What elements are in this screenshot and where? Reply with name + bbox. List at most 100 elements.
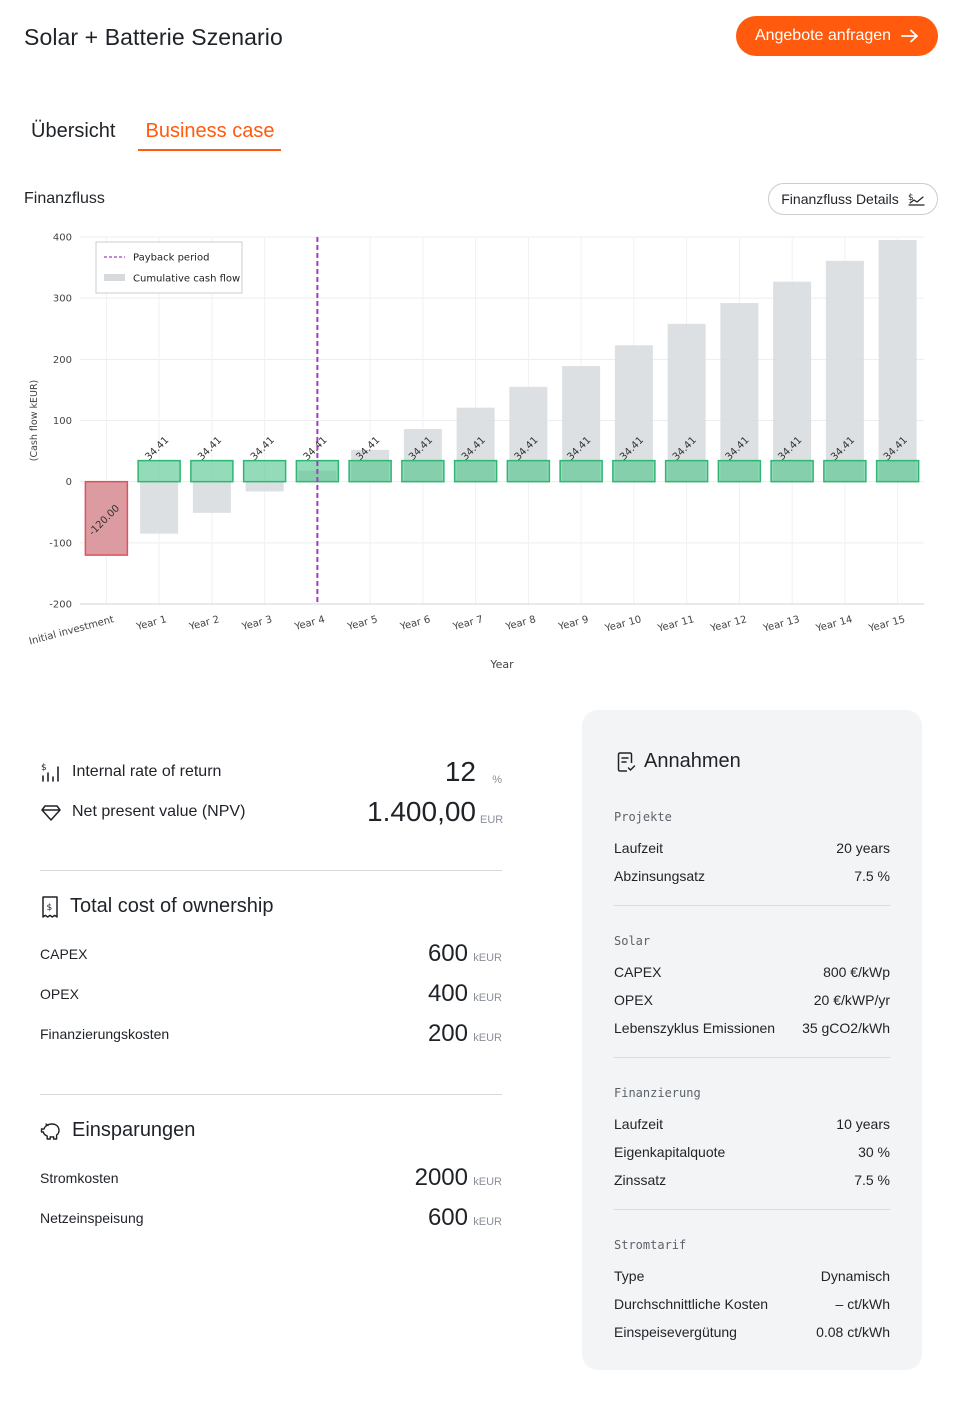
npv-unit: EUR	[480, 814, 504, 826]
cumulative-bar	[614, 345, 653, 482]
tco-opex-unit: kEUR	[473, 992, 502, 1004]
y-tick-label: 100	[53, 416, 72, 427]
divider	[614, 1209, 890, 1210]
cashflow-details-button[interactable]: Finanzfluss Details $	[768, 183, 938, 215]
assumption-row: Durchschnittliche Kosten – ct/kWh	[614, 1290, 890, 1318]
cumulative-bar	[825, 260, 864, 482]
group-title: Solar	[614, 934, 651, 948]
savings-power-label: Stromkosten	[40, 1170, 119, 1186]
cashflow-bar	[137, 459, 181, 483]
legend-cumulative-label: Cumulative cash flow	[133, 274, 240, 285]
tco-capex-label: CAPEX	[40, 946, 88, 962]
arrow-right-icon	[901, 29, 918, 43]
tco-opex-value: 400	[427, 980, 468, 1007]
receipt-icon: $	[42, 895, 58, 918]
tco-capex-row: CAPEX 600 kEUR	[40, 934, 502, 974]
dollar-trend-icon: $	[908, 193, 925, 206]
assumptions-panel: Annahmen Projekte Laufzeit 20 years Abzin…	[582, 710, 922, 1370]
group-projekte: Projekte Laufzeit 20 years Abzinsungsatz 7…	[614, 810, 890, 890]
assumption-value: Dynamisch	[820, 1268, 890, 1284]
savings-feedin-unit: kEUR	[473, 1216, 502, 1228]
group-finanzierung: Finanzierung Laufzeit 10 years Eigenkapit…	[614, 1086, 890, 1194]
tab-business-case[interactable]: Business case	[138, 112, 282, 151]
x-axis-title: Year	[489, 658, 514, 671]
y-tick-label: 400	[53, 233, 72, 244]
legend-payback-label: Payback period	[133, 253, 209, 264]
assumption-row: Eigenkapitalquote 30 %	[614, 1138, 890, 1166]
assumption-value: 800 €/kWp	[823, 964, 890, 980]
assumption-row: OPEX 20 €/kWP/yr	[614, 986, 890, 1014]
cumulative-bar	[720, 303, 759, 482]
tco-financing-value: 200	[427, 1020, 468, 1047]
savings-title-text: Einsparungen	[72, 1119, 196, 1141]
assumption-key: Laufzeit	[614, 840, 664, 856]
cashflow-bar	[401, 459, 445, 483]
y-tick-label: 200	[53, 355, 72, 366]
tco-title-text: Total cost of ownership	[70, 895, 274, 917]
metrics-summary: $ Internal rate of return 12 % Net prese…	[40, 752, 504, 832]
tco-opex-label: OPEX	[40, 986, 79, 1002]
assumption-key: CAPEX	[614, 964, 662, 980]
assumption-value: – ct/kWh	[835, 1296, 890, 1312]
group-solar: Solar CAPEX 800 €/kWp OPEX 20 €/kWP/yr Leb…	[614, 934, 890, 1042]
request-offers-label: Angebote anfragen	[754, 27, 892, 44]
assumption-value: 20 years	[836, 840, 890, 856]
divider	[614, 1057, 890, 1058]
assumption-row: Type Dynamisch	[614, 1262, 890, 1290]
npv-label: Net present value (NPV)	[72, 803, 246, 820]
cumulative-bar	[773, 281, 812, 482]
piggy-bank-icon	[40, 1122, 60, 1140]
cashflow-bar	[875, 459, 920, 483]
assumption-value: 7.5 %	[854, 868, 890, 884]
y-tick-label: 0	[66, 477, 72, 488]
irr-row: $ Internal rate of return 12 %	[40, 752, 502, 792]
assumptions-title-text: Annahmen	[644, 750, 741, 772]
document-check-icon	[617, 751, 636, 772]
assumption-row: CAPEX 800 €/kWp	[614, 958, 890, 986]
chart-legend: Payback period Cumulative cash flow	[95, 241, 243, 294]
assumption-row: Laufzeit 20 years	[614, 834, 890, 862]
assumption-value: 7.5 %	[854, 1172, 890, 1188]
y-tick-label: -100	[49, 538, 72, 549]
cashflow-label: Finanzfluss	[24, 190, 105, 207]
assumption-key: Zinssatz	[614, 1172, 667, 1188]
group-title: Projekte	[614, 810, 672, 824]
assumption-value: 35 gCO2/kWh	[802, 1020, 890, 1036]
tab-bar: Übersicht Business case	[24, 112, 297, 151]
divider	[614, 905, 890, 906]
svg-text:$: $	[908, 193, 914, 203]
divider	[40, 1094, 502, 1095]
tco-financing-label: Finanzierungskosten	[40, 1026, 170, 1042]
cashflow-bar	[823, 459, 867, 483]
assumption-key: Eigenkapitalquote	[614, 1144, 726, 1160]
assumptions-title: Annahmen	[616, 750, 741, 773]
group-title: Stromtarif	[614, 1238, 687, 1252]
savings-feedin-label: Netzeinspeisung	[40, 1210, 144, 1226]
assumption-key: OPEX	[614, 992, 653, 1008]
cumulative-bar	[667, 323, 706, 482]
cashflow-bar	[84, 480, 129, 556]
assumption-key: Abzinsungsatz	[614, 868, 706, 884]
assumption-value: 10 years	[836, 1116, 890, 1132]
tco-financing-unit: kEUR	[473, 1032, 502, 1044]
savings-feedin-row: Netzeinspeisung 600 kEUR	[40, 1198, 502, 1238]
svg-text:$: $	[41, 763, 47, 773]
assumption-value: 20 €/kWP/yr	[813, 992, 890, 1008]
cashflow-bar	[770, 459, 814, 483]
assumption-row: Abzinsungsatz 7.5 %	[614, 862, 890, 890]
assumption-key: Laufzeit	[614, 1116, 664, 1132]
legend-box	[95, 241, 243, 294]
savings-power-value: 2000	[414, 1164, 468, 1191]
assumption-row: Einspeisevergütung 0.08 ct/kWh	[614, 1318, 890, 1346]
cashflow-bar	[348, 459, 392, 483]
savings-feedin-value: 600	[427, 1204, 468, 1231]
cashflow-bar	[559, 459, 603, 483]
cumulative-bar	[245, 481, 284, 492]
legend-cumulative-swatch	[104, 274, 125, 281]
diamond-icon	[41, 805, 61, 821]
tab-overview[interactable]: Übersicht	[31, 120, 116, 142]
assumption-value: 0.08 ct/kWh	[816, 1324, 890, 1340]
request-offers-button[interactable]: Angebote anfragen	[736, 16, 938, 56]
cumulative-bar	[878, 240, 917, 482]
